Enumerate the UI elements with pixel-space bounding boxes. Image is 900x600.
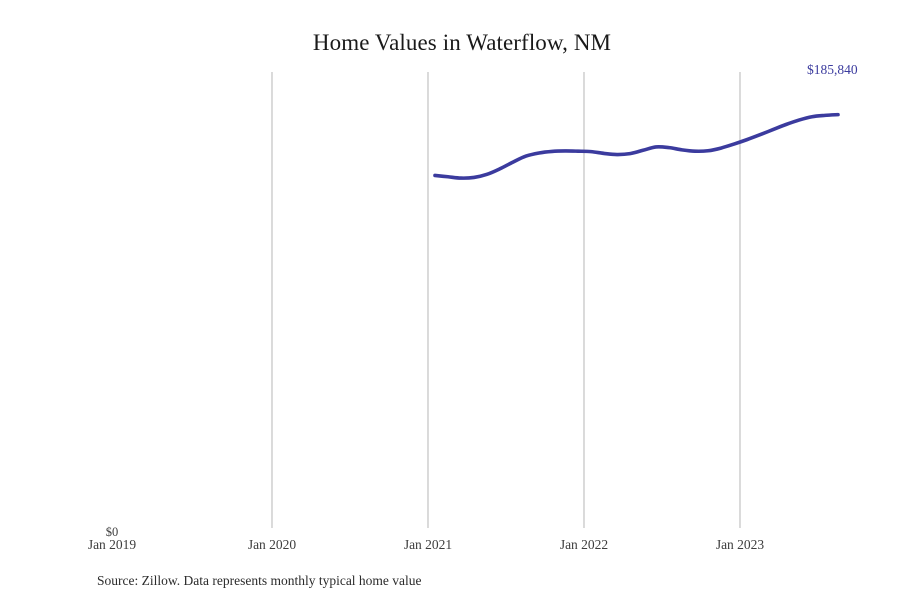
gridlines [271, 72, 741, 528]
end-value-label: $185,840 [807, 62, 858, 77]
page-title: Home Values in Waterflow, NM [312, 30, 612, 55]
data-line-typical-home-value [433, 112, 840, 180]
x-tick-jan-2022: Jan 2022 [559, 537, 609, 552]
x-tick-jan-2021: Jan 2021 [403, 537, 453, 552]
x-tick-jan-2020: Jan 2020 [247, 537, 297, 552]
x-tick-jan-2019: Jan 2019 [87, 537, 137, 552]
y-axis-zero-label: $0 [105, 525, 119, 539]
source-note: Source: Zillow. Data represents monthly … [97, 573, 422, 588]
x-tick-jan-2023: Jan 2023 [715, 537, 765, 552]
